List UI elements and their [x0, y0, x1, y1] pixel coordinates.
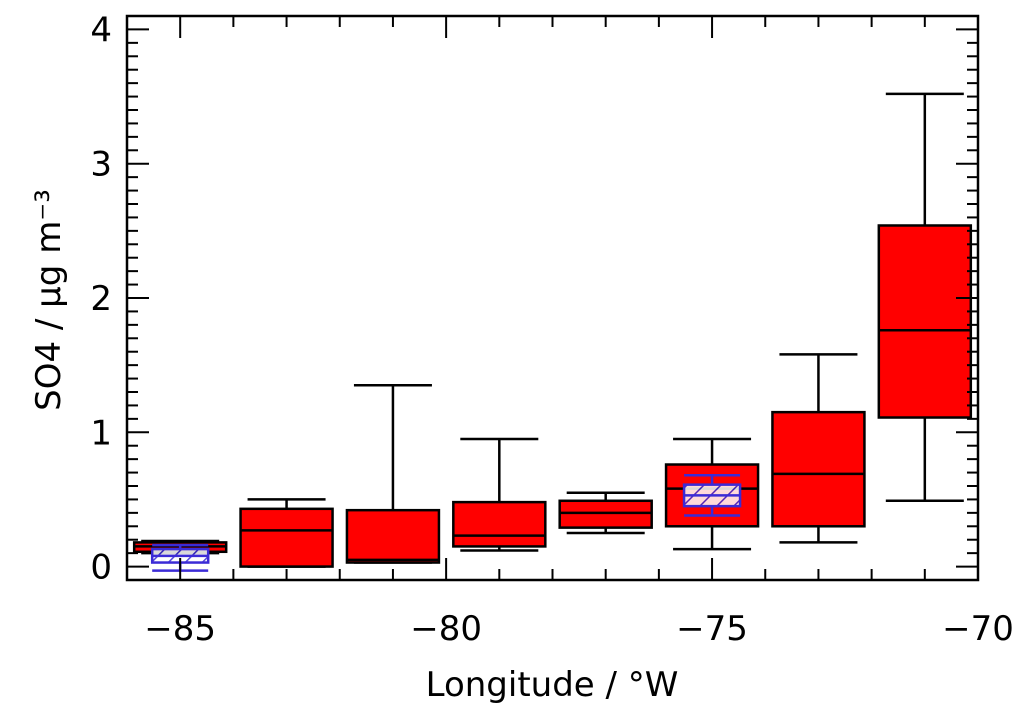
y-tick-label: 4: [90, 10, 112, 50]
y-tick-label: 2: [90, 279, 112, 319]
obs-box-2: [682, 474, 742, 517]
box-iqr: [345, 508, 441, 564]
y-axis-label: SO4 / µg m⁻³: [29, 189, 69, 411]
obs-box-1: [150, 543, 210, 572]
x-axis-label: Longitude / °W: [426, 665, 679, 705]
y-tick-labels: 0 1 2 3 4: [90, 10, 112, 587]
box-iqr: [877, 224, 973, 419]
x-tick-label: −70: [942, 609, 1014, 649]
tick-marks: [126, 16, 979, 580]
model-box-8: [877, 92, 973, 503]
box-iqr: [452, 500, 547, 548]
model-box-3: [345, 384, 441, 564]
x-tick-labels: −85 −80 −75 −70: [144, 609, 1014, 649]
model-box-4: [452, 437, 547, 552]
y-tick-label: 3: [90, 145, 112, 185]
x-tick-label: −75: [676, 609, 748, 649]
x-tick-label: −85: [144, 609, 216, 649]
box-iqr: [771, 410, 866, 528]
x-tick-label: −80: [410, 609, 482, 649]
box-iqr: [239, 507, 334, 568]
y-tick-label: 1: [90, 413, 112, 453]
boxes-layer: [132, 92, 973, 572]
box-iqr: [558, 499, 653, 529]
model-box-2: [239, 498, 334, 568]
y-tick-label: 0: [90, 548, 112, 588]
model-box-7: [771, 353, 866, 544]
model-box-5: [558, 491, 653, 535]
